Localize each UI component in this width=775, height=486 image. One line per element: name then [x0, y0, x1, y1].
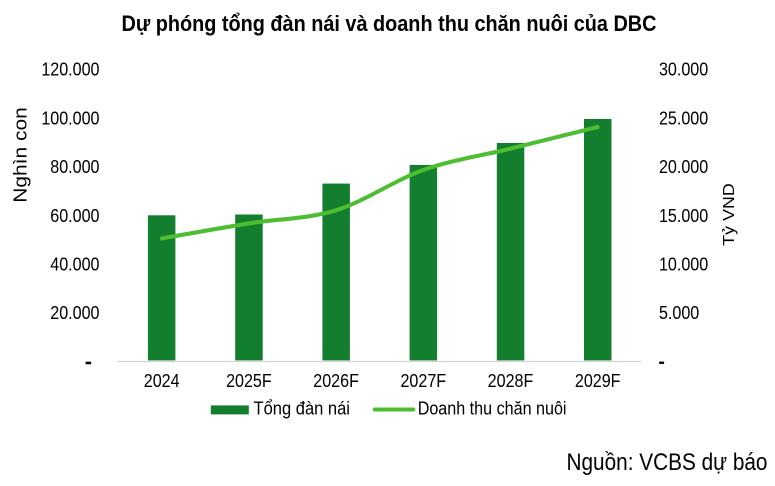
svg-text:2027F: 2027F [400, 370, 446, 391]
svg-text:10.000: 10.000 [659, 253, 708, 274]
svg-text:Dự phóng tổng đàn nái và doanh: Dự phóng tổng đàn nái và doanh thu chăn … [121, 12, 656, 37]
svg-text:15.000: 15.000 [659, 205, 708, 226]
svg-text:100.000: 100.000 [41, 107, 99, 128]
svg-text:120.000: 120.000 [41, 59, 99, 80]
svg-text:Tổng đàn nái: Tổng đàn nái [253, 397, 350, 418]
svg-text:Nghìn con: Nghìn con [11, 107, 31, 203]
svg-text:5.000: 5.000 [659, 302, 699, 323]
svg-text:60.000: 60.000 [50, 205, 99, 226]
svg-text:Nguồn: VCBS dự báo: Nguồn: VCBS dự báo [567, 448, 768, 476]
svg-text:20.000: 20.000 [659, 156, 708, 177]
svg-text:2025F: 2025F [226, 370, 272, 391]
svg-text:25.000: 25.000 [659, 107, 708, 128]
svg-text:40.000: 40.000 [50, 253, 99, 274]
svg-text:Tỷ VND: Tỷ VND [720, 183, 738, 245]
svg-text:2028F: 2028F [488, 370, 534, 391]
svg-text:20.000: 20.000 [50, 302, 99, 323]
svg-text:80.000: 80.000 [50, 156, 99, 177]
svg-text:Doanh thu chăn nuôi: Doanh thu chăn nuôi [418, 397, 567, 418]
svg-text:2029F: 2029F [575, 370, 621, 391]
svg-text:2024: 2024 [144, 370, 180, 391]
svg-text:2026F: 2026F [313, 370, 359, 391]
svg-text:30.000: 30.000 [659, 59, 708, 80]
